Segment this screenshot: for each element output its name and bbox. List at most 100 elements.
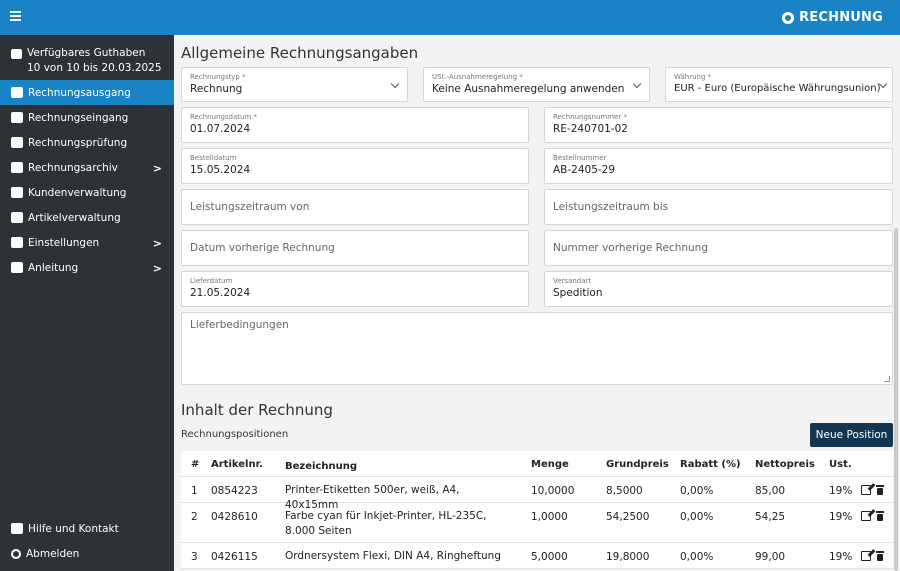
field-label: Rechnungstyp * [190, 73, 246, 81]
brand: RECHNUNG [782, 10, 883, 25]
table-header: # Artikelnr. Bezeichnung Menge Grundprei… [181, 451, 893, 477]
trash-icon[interactable] [875, 511, 885, 521]
sidebar: Verfügbares Guthaben 10 von 10 bis 20.03… [0, 35, 174, 571]
brand-title: RECHNUNG [799, 10, 883, 25]
sidebar-item-label: Rechnungseingang [28, 111, 129, 124]
lieferdatum-field[interactable]: Lieferdatum 21.05.2024 [181, 271, 529, 307]
chevron-right-icon: > [152, 237, 162, 250]
sidebar-item-label: Rechnungsausgang [28, 86, 131, 99]
cell: 0,00% [680, 511, 714, 523]
sidebar-item-label: Kundenverwaltung [28, 186, 127, 199]
trash-icon[interactable] [875, 485, 885, 495]
chevron-right-icon: > [152, 262, 162, 275]
field-value: Rechnung [190, 83, 243, 95]
wrench-icon [11, 237, 23, 248]
cell: 99,00 [755, 551, 786, 563]
cell: 8,5000 [606, 485, 643, 497]
cell: 0428610 [211, 511, 258, 523]
field-label: Rechnungsnummer * [553, 113, 627, 121]
field-label: Währung * [674, 73, 712, 81]
field-value: Keine Ausnahmeregelung anwenden [432, 83, 625, 95]
col-header: Nettopreis [755, 459, 815, 470]
col-header: Rabatt (%) [680, 459, 741, 470]
cell: 0,00% [680, 551, 714, 563]
new-position-button[interactable]: Neue Position [810, 423, 893, 447]
chevron-right-icon: > [152, 162, 162, 175]
credit-info: Verfügbares Guthaben 10 von 10 bis 20.03… [11, 46, 162, 76]
bestellnummer-field[interactable]: Bestellnummer AB-2405-29 [544, 148, 893, 184]
cell: 2 [191, 511, 198, 523]
cell: Ordnersystem Flexi, DIN A4, Ringheftung [285, 550, 501, 562]
chevron-down-icon [632, 79, 642, 89]
ust-ausnahme-select[interactable]: USt.-Ausnahmeregelung * Keine Ausnahmere… [423, 67, 650, 102]
edit-icon[interactable] [861, 551, 871, 561]
sidebar-item-rechnungspruefung[interactable]: Rechnungsprüfung [0, 130, 174, 155]
field-value: 21.05.2024 [190, 287, 251, 299]
cell: 19% [829, 485, 853, 497]
sidebar-item-anleitung[interactable]: Anleitung > [0, 255, 174, 280]
table-row: 3 0426115 Ordnersystem Flexi, DIN A4, Ri… [181, 543, 893, 569]
power-icon [11, 548, 21, 559]
logo-icon [782, 11, 795, 24]
col-header: Bezeichnung [285, 461, 357, 472]
cell: 85,00 [755, 485, 786, 497]
chat-icon [11, 523, 23, 534]
sidebar-item-label: Abmelden [26, 547, 80, 560]
bestelldatum-field[interactable]: Bestelldatum 15.05.2024 [181, 148, 529, 184]
edit-icon[interactable] [861, 485, 871, 495]
invoice-in-icon [11, 112, 23, 123]
rechnungsnummer-field[interactable]: Rechnungsnummer * RE-240701-02 [544, 107, 893, 143]
col-header: Grundpreis [606, 459, 669, 470]
sidebar-item-abmelden[interactable]: Abmelden [0, 541, 174, 566]
table-row: 1 0854223 Printer-Etiketten 500er, weiß,… [181, 477, 893, 511]
rechnungstyp-select[interactable]: Rechnungstyp * Rechnung [181, 67, 408, 102]
cell: 1 [191, 485, 198, 497]
users-icon [11, 187, 23, 198]
trash-icon[interactable] [875, 551, 885, 561]
edit-icon[interactable] [861, 511, 871, 521]
field-value: EUR - Euro (Europäische Währungsunion) [674, 83, 881, 94]
positions-label: Rechnungspositionen [181, 429, 289, 440]
sidebar-item-hilfe[interactable]: Hilfe und Kontakt [0, 516, 174, 541]
waehrung-select[interactable]: Währung * EUR - Euro (Europäische Währun… [665, 67, 893, 102]
sidebar-item-einstellungen[interactable]: Einstellungen > [0, 230, 174, 255]
versandart-field[interactable]: Versandart Spedition [544, 271, 893, 307]
rechnungsdatum-field[interactable]: Rechnungsdatum * 01.07.2024 [181, 107, 529, 143]
nummer-vorherige-rechnung-field[interactable]: Nummer vorherige Rechnung [544, 230, 893, 266]
cell: 19% [829, 551, 853, 563]
cell: 5,0000 [531, 551, 568, 563]
vertical-scrollbar[interactable] [894, 228, 898, 571]
sidebar-item-rechnungsausgang[interactable]: Rechnungsausgang [0, 80, 174, 105]
resize-handle[interactable] [884, 376, 890, 382]
field-placeholder: Lieferbedingungen [190, 319, 289, 331]
leistungszeitraum-von-field[interactable]: Leistungszeitraum von [181, 189, 529, 225]
sidebar-item-artikelverwaltung[interactable]: Artikelverwaltung [0, 205, 174, 230]
sidebar-item-label: Hilfe und Kontakt [28, 522, 119, 535]
cell: 1,0000 [531, 511, 568, 523]
sidebar-item-rechnungseingang[interactable]: Rechnungseingang [0, 105, 174, 130]
cell: 0426115 [211, 551, 258, 563]
sidebar-item-kundenverwaltung[interactable]: Kundenverwaltung [0, 180, 174, 205]
field-label: Versandart [553, 277, 592, 285]
field-value: Spedition [553, 287, 603, 299]
lieferbedingungen-textarea[interactable]: Lieferbedingungen [181, 312, 893, 385]
leistungszeitraum-bis-field[interactable]: Leistungszeitraum bis [544, 189, 893, 225]
field-value: 15.05.2024 [190, 164, 251, 176]
field-value: 01.07.2024 [190, 123, 251, 135]
field-label: Bestelldatum [190, 154, 237, 162]
field-value: RE-240701-02 [553, 123, 628, 135]
page-title: Allgemeine Rechnungsangaben [181, 44, 419, 62]
sidebar-item-label: Artikelverwaltung [28, 211, 121, 224]
archive-icon [11, 162, 23, 173]
cell: 3 [191, 551, 198, 563]
datum-vorherige-rechnung-field[interactable]: Datum vorherige Rechnung [181, 230, 529, 266]
col-header: Artikelnr. [211, 459, 263, 470]
field-label: Bestellnummer [553, 154, 607, 162]
sidebar-item-label: Rechnungsprüfung [28, 136, 128, 149]
cell: Printer-Etiketten 500er, weiß, A4, 40x15… [285, 484, 460, 511]
sidebar-item-rechnungsarchiv[interactable]: Rechnungsarchiv > [0, 155, 174, 180]
sidebar-item-label: Rechnungsarchiv [28, 161, 118, 174]
tags-icon [11, 212, 23, 223]
hamburger-icon[interactable] [10, 11, 21, 21]
sidebar-item-label: Anleitung [28, 261, 79, 274]
